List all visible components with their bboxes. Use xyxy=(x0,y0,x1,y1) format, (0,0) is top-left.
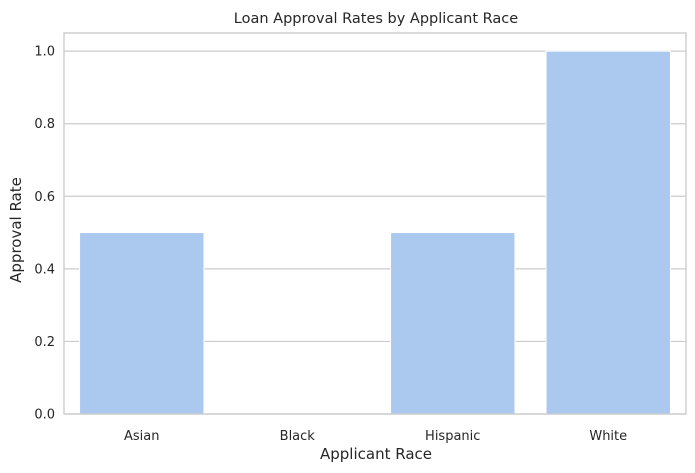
plot-area xyxy=(63,32,687,415)
x-tick-label: White xyxy=(589,429,627,444)
x-axis-label: Applicant Race xyxy=(320,445,432,463)
y-ticks: 0.0 0.2 0.4 0.6 0.8 1.0 xyxy=(34,45,55,423)
x-tick-label: Black xyxy=(280,429,316,444)
y-tick-label: 1.0 xyxy=(34,45,55,60)
axes-frame xyxy=(63,32,687,415)
bar-hispanic xyxy=(390,232,516,415)
y-tick-label: 0.8 xyxy=(34,117,55,132)
y-tick-label: 0.2 xyxy=(34,335,55,350)
x-tick-label: Hispanic xyxy=(425,429,480,444)
bar-white xyxy=(545,50,671,415)
y-tick-label: 0.4 xyxy=(34,262,55,277)
y-axis-label: Approval Rate xyxy=(7,177,25,283)
y-tick-label: 0.6 xyxy=(34,190,55,205)
x-tick-label: Asian xyxy=(124,429,159,444)
x-ticks: Asian Black Hispanic White xyxy=(124,429,627,444)
bar-asian xyxy=(79,232,205,415)
y-tick-label: 0.0 xyxy=(34,408,55,423)
chart-title: Loan Approval Rates by Applicant Race xyxy=(234,11,518,27)
